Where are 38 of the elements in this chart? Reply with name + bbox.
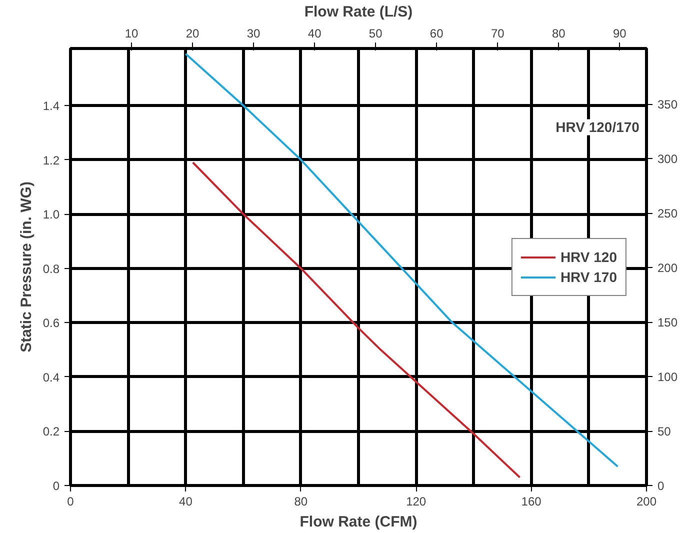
x-tick-label: 0: [67, 494, 74, 508]
y-tick-label: 1.4: [42, 99, 60, 113]
x-tick-label: 200: [636, 494, 657, 508]
x2-tick-label: 80: [552, 26, 566, 40]
x-tick-label: 160: [521, 494, 542, 508]
x2-tick-label: 10: [124, 26, 139, 40]
y-tick-label: 1.2: [42, 153, 60, 168]
y2-tick-label: 250: [658, 206, 678, 221]
y-tick-label: 0: [52, 479, 60, 493]
line-series: [192, 162, 521, 478]
y2-tick-label: 300: [658, 152, 678, 166]
y-tick-label: 0.6: [42, 316, 60, 330]
y-axis-title: Static Pressure (in. WG): [18, 182, 35, 352]
x-tick-label: 120: [406, 494, 426, 508]
y2-tick-label: 350: [658, 98, 678, 112]
legend-label: HRV 120: [560, 248, 617, 264]
x2-tick-label: 50: [368, 26, 383, 40]
y2-tick-label: 100: [658, 370, 678, 384]
x2-tick-label: 60: [430, 26, 444, 40]
x2-tick-label: 40: [308, 26, 322, 40]
legend-label: HRV 170: [560, 268, 617, 284]
x2-tick-label: 30: [246, 26, 261, 40]
annotation: HRV 120/170: [556, 119, 640, 136]
x2-tick-label: 20: [186, 26, 200, 40]
y-tick-label: 1.0: [42, 208, 60, 222]
y2-tick-label: 150: [658, 316, 678, 330]
y-tick-label: 0.2: [42, 424, 60, 439]
x-axis-title: Flow Rate (CFM): [300, 514, 418, 530]
y-tick-label: 0.4: [42, 370, 60, 384]
y2-tick-label: 200: [658, 261, 678, 276]
y2-tick-label: 50: [658, 424, 672, 439]
y-tick-label: 0.8: [42, 262, 60, 276]
x2-tick-label: 70: [490, 26, 505, 40]
x2-tick-label: 90: [612, 26, 627, 40]
x-tick-label: 80: [294, 494, 308, 508]
x2-axis-title: Flow Rate (L/S): [304, 4, 413, 20]
y2-tick-label: 0: [658, 479, 664, 493]
x-tick-label: 40: [179, 494, 193, 508]
